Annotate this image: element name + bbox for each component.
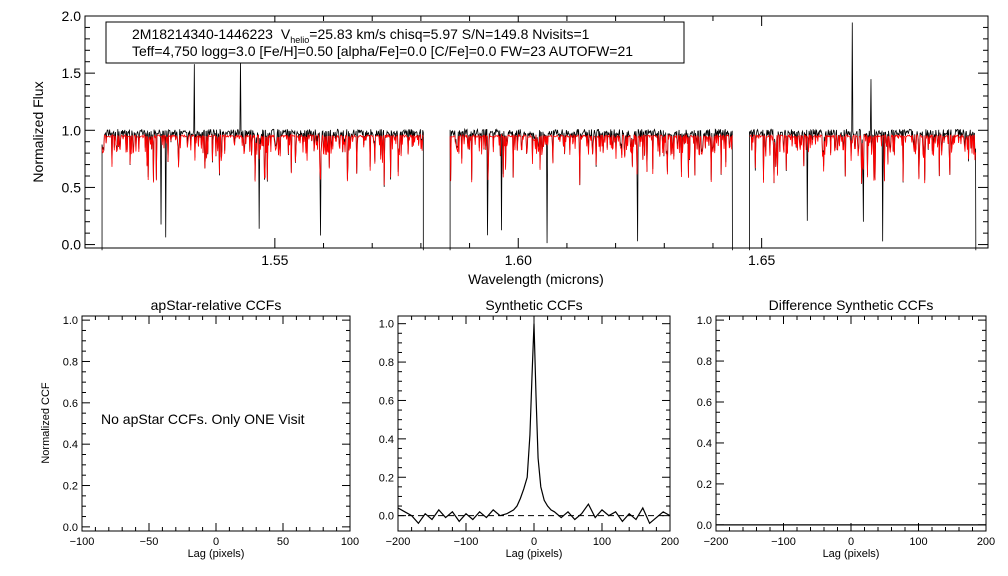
info-line-2: Teff=4,750 logg=3.0 [Fe/H]=0.50 [alpha/F… (132, 43, 633, 59)
v-prefix: V (281, 26, 291, 42)
x-tick-label: 50 (277, 536, 289, 548)
y-tick-label: 0.4 (379, 434, 394, 446)
difference-xlabel: Lag (pixels) (823, 548, 880, 560)
synthetic-ccf-panel: Synthetic CCFs −200 −100 0 100 200 0.0 0.2 0.4 0… (379, 297, 679, 560)
spectrum-xlabel: Wavelength (microns) (468, 271, 604, 287)
x-tick-label: 0 (848, 536, 854, 548)
y-tick-label: 1.0 (63, 315, 78, 327)
x-tick-label: −200 (386, 536, 411, 548)
y-tick-label: 0.0 (63, 522, 78, 534)
y-tick-label: 2.0 (62, 8, 82, 24)
difference-axes-box (715, 315, 987, 532)
difference-ticks: −200 −100 0 100 200 0.0 0.2 0.4 0.6 0.8 1.0 (697, 315, 995, 548)
spectrum-ticks: 1.55 1.60 1.65 0.0 0.5 1.0 1.5 2.0 (62, 8, 988, 268)
spectrum-plot-area (101, 22, 977, 251)
x-tick-label: 1.60 (505, 252, 532, 268)
synthetic-plot-area (397, 323, 671, 525)
synthetic-spectrum-line (101, 133, 424, 186)
synthetic-ticks: −200 −100 0 100 200 0.0 0.2 0.4 0.6 0.8 1.0 (379, 316, 679, 548)
x-tick-label: 0 (213, 536, 219, 548)
x-tick-label: −100 (771, 536, 796, 548)
y-tick-label: 0.8 (697, 356, 712, 368)
synthetic-axes-box (397, 315, 671, 532)
spectrum-panel: 1.55 1.60 1.65 0.0 0.5 1.0 1.5 2.0 Wavelength (… (30, 8, 989, 287)
y-tick-label: 0.5 (62, 179, 82, 195)
synthetic-title: Synthetic CCFs (485, 297, 582, 313)
apstar-ticks: −100 −50 0 50 100 0.0 0.2 0.4 0.6 0.8 1.0 (63, 315, 359, 548)
synthetic-ccf-line (397, 323, 671, 525)
y-tick-label: 0.6 (379, 395, 394, 407)
synthetic-xlabel: Lag (pixels) (506, 548, 563, 560)
apstar-ccf-panel: apStar-relative CCFs −100 −50 0 50 100 0.0 0.2… (40, 297, 359, 560)
y-tick-label: 0.8 (63, 356, 78, 368)
y-tick-label: 1.5 (62, 65, 82, 81)
spectrum-axes-box (84, 15, 989, 249)
spectrum-ylabel: Normalized Flux (30, 81, 46, 182)
y-tick-label: 0.2 (379, 472, 394, 484)
star-id: 2M18214340-1446223 (132, 26, 273, 42)
info-line-1: 2M18214340-1446223 Vhelio=25.83 km/s chis… (132, 26, 590, 45)
x-tick-label: −200 (704, 536, 729, 548)
apstar-title: apStar-relative CCFs (151, 297, 282, 313)
synthetic-spectrum-line (749, 133, 976, 184)
x-tick-label: 100 (593, 536, 611, 548)
x-tick-label: −100 (454, 536, 479, 548)
y-tick-label: 0.8 (379, 357, 394, 369)
x-tick-label: 200 (661, 536, 679, 548)
x-tick-label: 0 (531, 536, 537, 548)
spectrum-info-box: 2M18214340-1446223 Vhelio=25.83 km/s chis… (105, 21, 685, 64)
observed-spectrum-line (749, 22, 977, 251)
ccf-ylabel: Normalized CCF (40, 382, 52, 464)
y-tick-label: 0.2 (697, 479, 712, 491)
x-tick-label: 1.65 (748, 252, 775, 268)
y-tick-label: 0.0 (697, 520, 712, 532)
x-tick-label: 1.55 (261, 252, 288, 268)
info-box-frame (105, 21, 685, 64)
synthetic-spectrum-line (449, 133, 733, 185)
y-tick-label: 1.0 (697, 315, 712, 327)
y-tick-label: 0.0 (379, 511, 394, 523)
y-tick-label: 0.2 (63, 481, 78, 493)
y-tick-label: 1.0 (379, 319, 394, 331)
v-rest: =25.83 km/s chisq=5.97 S/N=149.8 Nvisits… (309, 26, 589, 42)
y-tick-label: 0.4 (697, 438, 712, 450)
x-tick-label: 100 (909, 536, 927, 548)
x-tick-label: 100 (341, 536, 359, 548)
difference-ccf-panel: Difference Synthetic CCFs −200 −100 0 100 20… (697, 297, 995, 560)
y-tick-label: 0.4 (63, 439, 78, 451)
y-tick-label: 1.0 (62, 122, 82, 138)
x-tick-label: 200 (977, 536, 995, 548)
v-subscript: helio (290, 35, 309, 45)
apstar-xlabel: Lag (pixels) (188, 548, 245, 560)
x-tick-label: −100 (70, 536, 95, 548)
x-tick-label: −50 (140, 536, 159, 548)
apstar-annotation: No apStar CCFs. Only ONE Visit (101, 411, 305, 427)
y-tick-label: 0.6 (697, 397, 712, 409)
y-tick-label: 0.6 (63, 398, 78, 410)
difference-title: Difference Synthetic CCFs (769, 297, 934, 313)
y-tick-label: 0.0 (62, 237, 82, 253)
